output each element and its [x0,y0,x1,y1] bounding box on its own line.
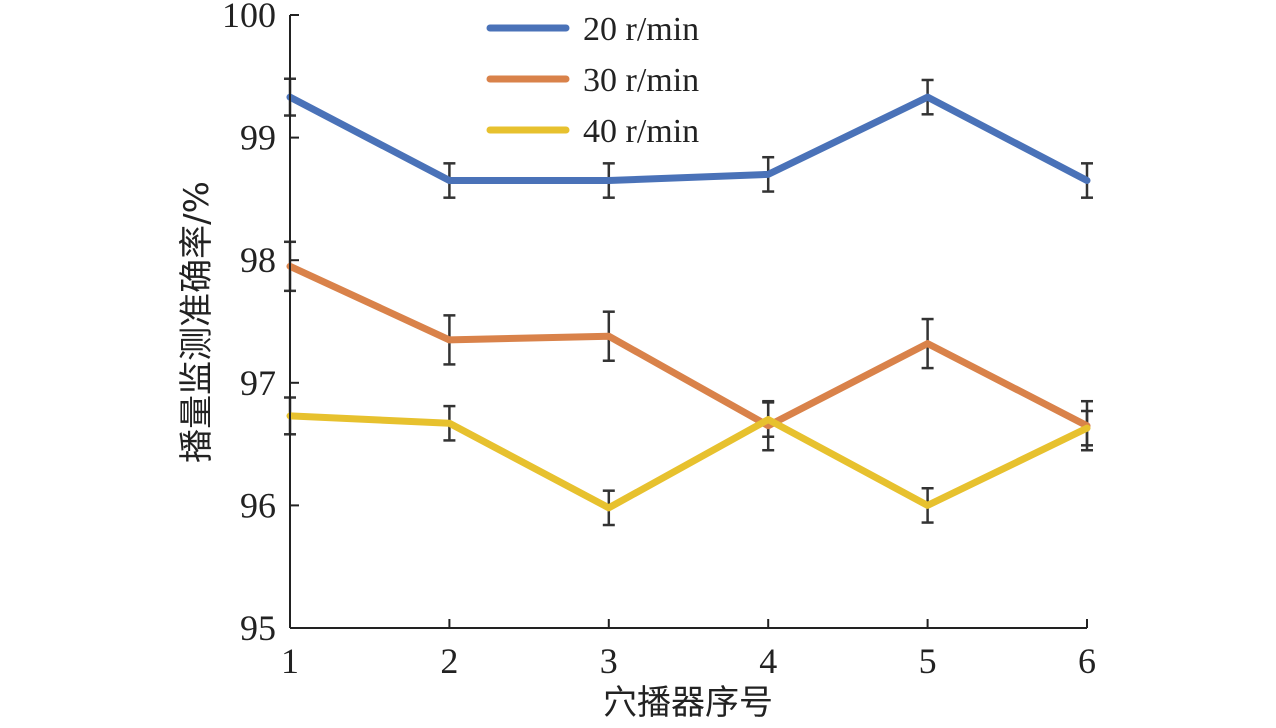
series-line-1 [286,93,1091,185]
tick-layer: 95 96 97 98 99 100 1 2 3 4 5 6 [222,0,1096,681]
legend-item: 20 r/min [486,11,699,48]
series-line-3 [286,412,1091,512]
x-tick-label: 1 [281,641,299,681]
series-layer [286,93,1091,512]
legend-item: 30 r/min [486,62,699,99]
x-tick-label: 4 [759,641,777,681]
x-axis-title: 穴播器序号 [603,683,773,723]
legend-item: 40 r/min [486,113,699,150]
x-tick-label: 3 [600,641,618,681]
y-tick-label: 96 [240,485,276,525]
legend-label: 30 r/min [583,62,699,99]
x-tick-label: 2 [440,641,458,681]
y-axis-title: 播量监测准确率/% [177,181,217,463]
x-tick-label: 6 [1078,641,1096,681]
y-tick-label: 99 [240,118,276,158]
y-tick-label: 95 [240,608,276,648]
y-tick-label: 100 [222,0,276,35]
legend-label: 20 r/min [583,11,699,48]
axes [289,15,1087,629]
x-tick-label: 5 [919,641,937,681]
legend-label: 40 r/min [583,113,699,150]
series-line-2 [286,262,1091,430]
y-tick-label: 97 [240,363,276,403]
legend: 20 r/min 30 r/min 40 r/min [486,11,699,150]
y-tick-label: 98 [240,240,276,280]
